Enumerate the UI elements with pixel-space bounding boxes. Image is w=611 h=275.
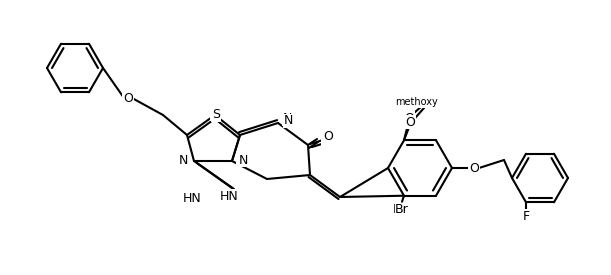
Text: methoxy: methoxy <box>396 97 438 107</box>
Text: O: O <box>123 92 133 104</box>
Text: N: N <box>180 152 189 164</box>
Text: N: N <box>178 153 188 166</box>
Text: O: O <box>323 131 333 144</box>
Text: O: O <box>123 92 133 104</box>
Text: Br: Br <box>395 203 409 216</box>
Text: O: O <box>404 116 414 129</box>
Text: S: S <box>212 109 220 122</box>
Text: HN: HN <box>219 189 238 202</box>
Text: N: N <box>284 114 293 128</box>
Text: O: O <box>322 133 332 145</box>
Text: O: O <box>469 161 479 175</box>
Text: Br: Br <box>393 203 407 216</box>
Text: F: F <box>522 210 530 223</box>
Text: O: O <box>405 116 415 129</box>
Text: N: N <box>239 153 249 166</box>
Text: N: N <box>283 112 293 125</box>
Text: O: O <box>469 161 479 175</box>
Text: N: N <box>237 152 246 164</box>
Text: F: F <box>522 210 530 223</box>
Text: S: S <box>211 108 219 120</box>
Text: HN: HN <box>183 192 202 205</box>
Text: O: O <box>404 112 414 125</box>
